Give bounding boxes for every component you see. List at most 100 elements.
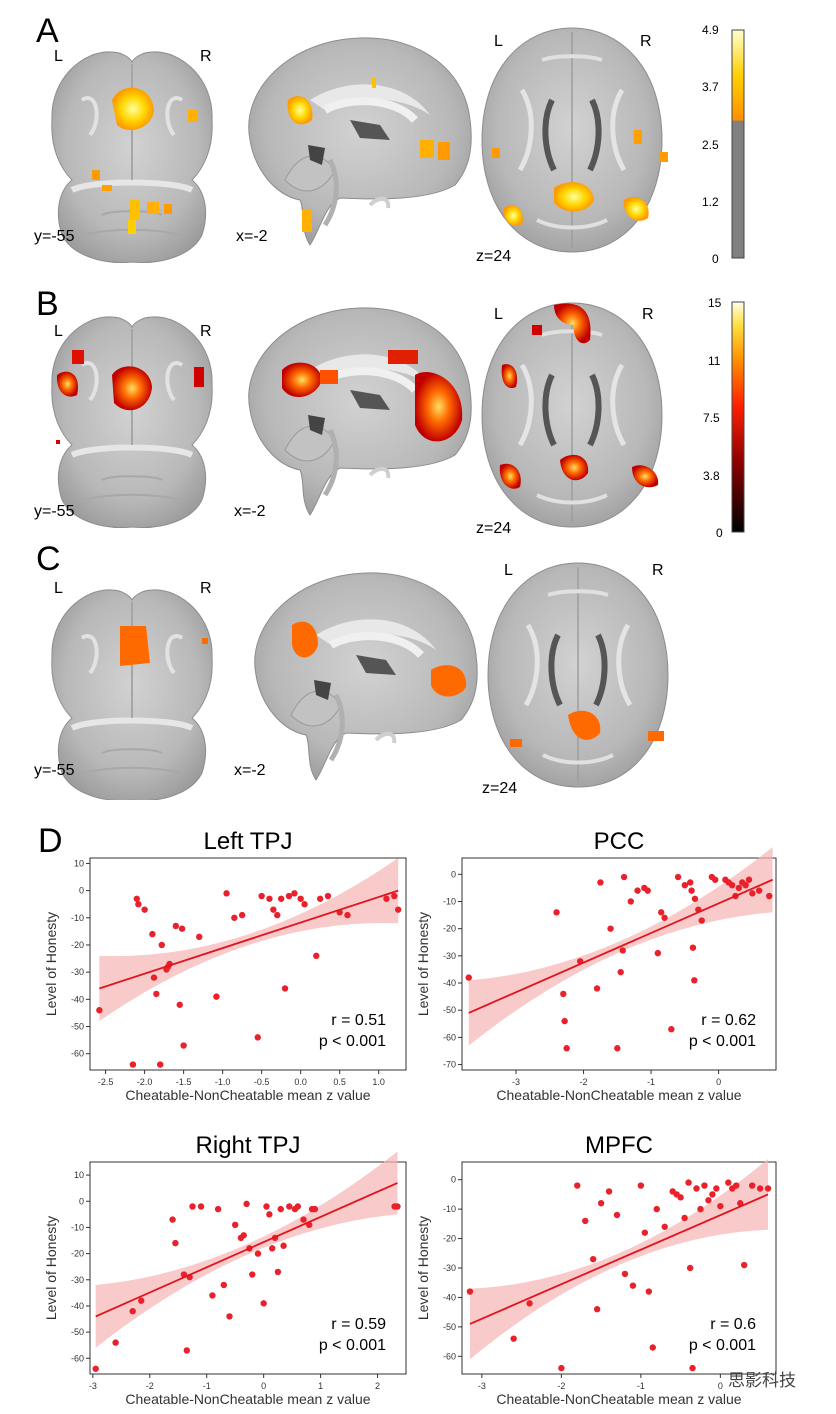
y-tick-label: -40 — [71, 994, 84, 1004]
panel-c-axial — [488, 563, 668, 787]
data-point — [733, 1182, 740, 1189]
x-axis-label: Cheatable-NonCheatable mean z value — [125, 1391, 370, 1407]
data-point — [254, 1250, 262, 1257]
data-point — [691, 977, 698, 984]
label-left: L — [54, 580, 63, 597]
y-tick-label: 0 — [79, 886, 84, 896]
data-point — [394, 906, 402, 913]
stat-p: p < 0.001 — [319, 1337, 386, 1354]
data-point — [254, 1034, 261, 1041]
colorbar-b-tick: 0 — [716, 526, 723, 540]
data-point — [687, 879, 694, 886]
data-point — [129, 1061, 137, 1068]
panel-c-sagittal — [255, 573, 477, 780]
panel-b-sagittal — [249, 308, 471, 515]
data-point — [637, 1182, 645, 1189]
data-point — [688, 887, 695, 894]
slice-coord-z: z=24 — [476, 520, 512, 537]
data-point — [709, 1191, 716, 1198]
data-point — [689, 944, 697, 951]
label-left: L — [504, 562, 513, 579]
x-tick-label: -2 — [146, 1381, 154, 1391]
x-tick-label: -3 — [512, 1077, 520, 1087]
panel-c-coronal — [52, 590, 212, 800]
data-point — [263, 1203, 270, 1210]
plot-title-left-tpj: Left TPJ — [203, 828, 293, 855]
data-point — [613, 1211, 621, 1219]
panel-a-sagittal — [249, 38, 471, 245]
panel-b-axial — [482, 303, 662, 527]
colorbar-b-tick: 11 — [708, 354, 721, 368]
data-point — [324, 892, 332, 900]
data-point — [553, 909, 560, 916]
data-point — [311, 1205, 319, 1213]
data-point — [209, 1292, 216, 1299]
data-point — [561, 1017, 568, 1025]
y-tick-label: -50 — [443, 1005, 456, 1015]
x-tick-label: 0.5 — [333, 1077, 346, 1087]
data-point — [614, 1045, 621, 1052]
watermark: 思影科技 — [728, 1371, 796, 1390]
x-tick-label: 0 — [716, 1077, 721, 1087]
data-point — [728, 881, 736, 889]
colorbar-a-tick: 2.5 — [702, 138, 719, 152]
data-point — [277, 1205, 284, 1213]
stat-r: r = 0.62 — [701, 1012, 756, 1029]
y-tick-label: 0 — [79, 1196, 84, 1206]
panel-letter-a: A — [36, 12, 59, 50]
slice-coord-x: x=-2 — [234, 762, 266, 779]
y-tick-label: -60 — [71, 1049, 84, 1059]
data-point — [641, 1229, 649, 1236]
x-tick-label: -3 — [478, 1381, 486, 1391]
y-axis-label: Level of Honesty — [415, 1216, 431, 1320]
data-point — [197, 1203, 205, 1210]
data-point — [742, 881, 749, 889]
colorbar-a — [731, 29, 745, 259]
y-tick-label: -70 — [443, 1060, 456, 1070]
y-tick-label: -10 — [443, 896, 456, 906]
data-point — [180, 1042, 187, 1049]
data-point — [705, 1197, 712, 1204]
data-point — [169, 1216, 176, 1223]
data-point — [243, 1200, 250, 1208]
panel-b-coronal — [52, 317, 212, 528]
data-point — [717, 1202, 724, 1210]
y-tick-label: -50 — [71, 1327, 84, 1337]
data-point — [686, 1264, 694, 1272]
x-axis-label: Cheatable-NonCheatable mean z value — [496, 1087, 741, 1103]
data-point — [621, 1270, 629, 1278]
slice-coord-z: z=24 — [476, 248, 512, 265]
plot-title-pcc: PCC — [593, 828, 645, 855]
panel-a-axial — [482, 28, 668, 252]
x-tick-label: 1.0 — [372, 1077, 385, 1087]
data-point — [172, 922, 180, 930]
colorbar-a-tick: 3.7 — [702, 80, 719, 94]
data-point — [231, 1221, 239, 1229]
y-tick-label: -30 — [443, 1263, 456, 1273]
data-point — [764, 1185, 772, 1192]
slice-coord-x: x=-2 — [234, 503, 266, 520]
data-point — [560, 990, 567, 998]
x-tick-label: -1 — [637, 1381, 645, 1391]
label-left: L — [54, 48, 63, 65]
x-tick-label: -2.0 — [137, 1077, 153, 1087]
y-tick-label: -10 — [443, 1204, 456, 1214]
stat-p: p < 0.001 — [689, 1033, 756, 1050]
y-tick-label: -50 — [443, 1322, 456, 1332]
data-point — [713, 1185, 720, 1192]
data-point — [677, 1194, 684, 1201]
data-point — [297, 895, 304, 902]
panel-letter-d: D — [38, 822, 63, 860]
data-point — [214, 1205, 222, 1213]
regression-line — [99, 889, 399, 990]
stat-p: p < 0.001 — [689, 1337, 756, 1354]
label-right: R — [642, 306, 654, 323]
label-right: R — [640, 33, 652, 50]
stat-r: r = 0.59 — [331, 1316, 386, 1333]
plot-title-right-tpj: Right TPJ — [195, 1132, 301, 1159]
y-tick-label: -20 — [71, 940, 84, 950]
y-tick-label: -30 — [443, 951, 456, 961]
colorbar-b-tick: 15 — [708, 296, 722, 310]
data-point — [266, 1211, 273, 1218]
